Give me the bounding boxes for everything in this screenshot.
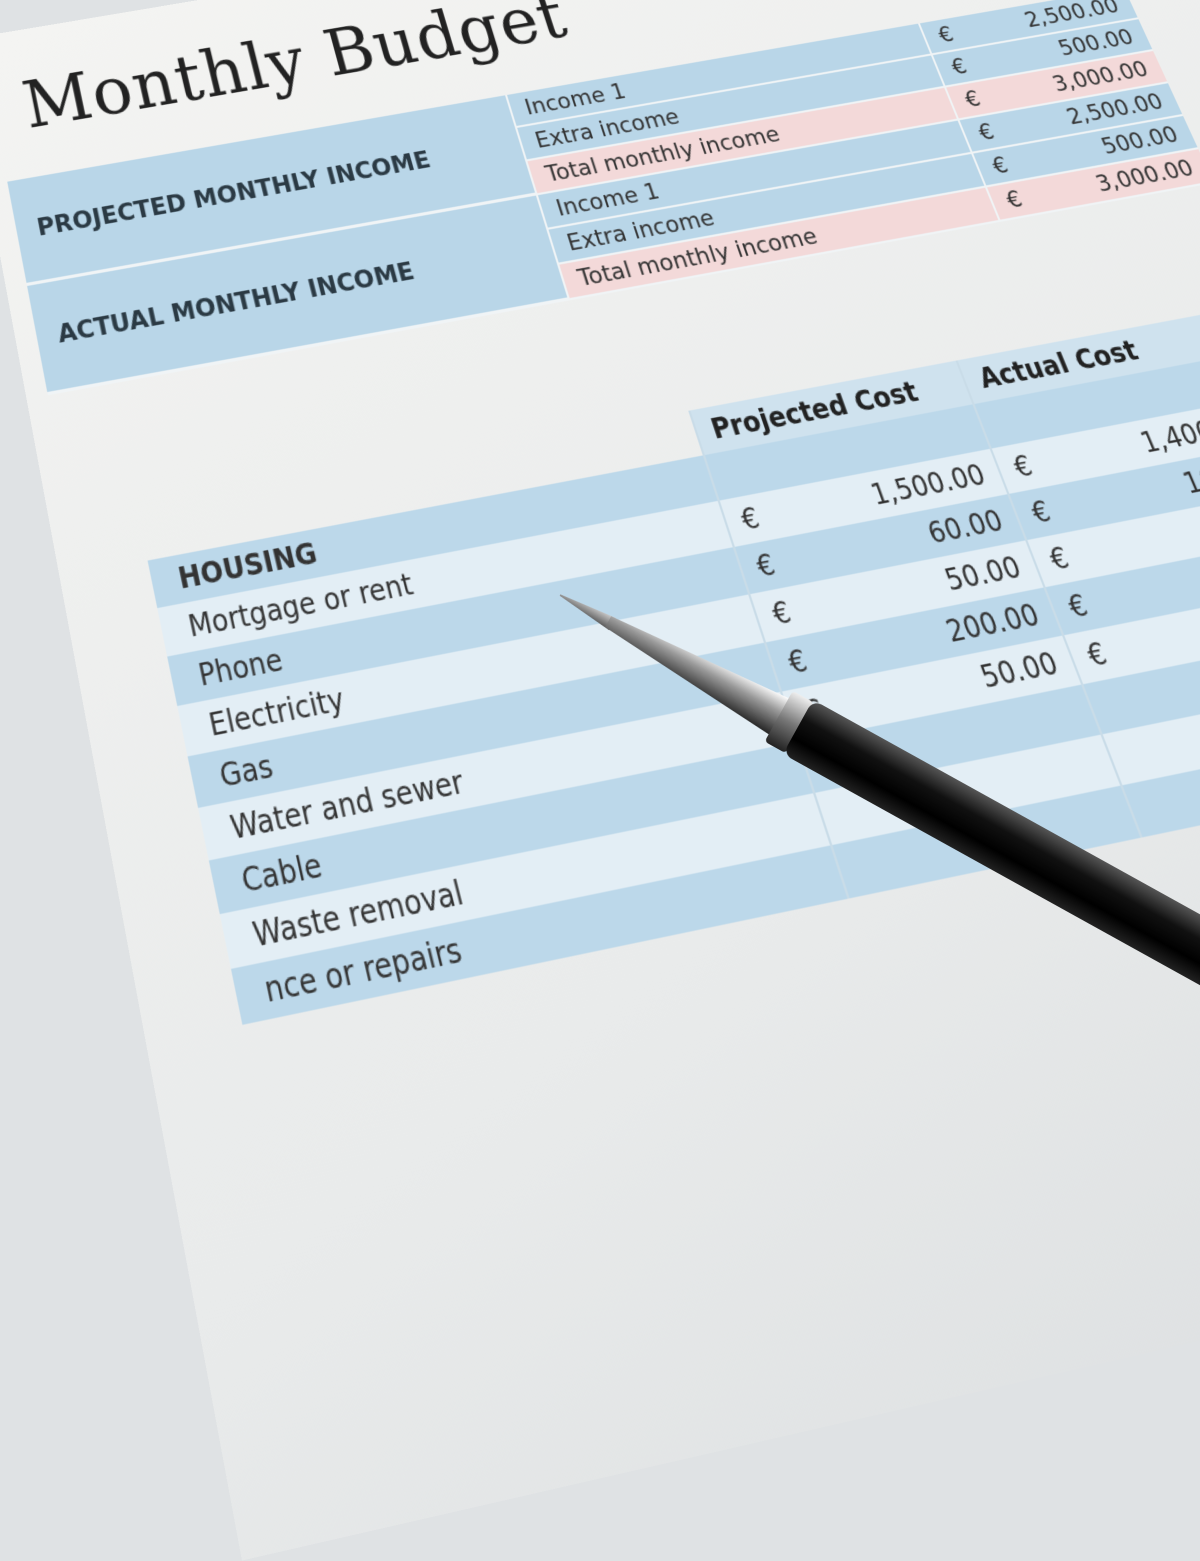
currency-symbol: € [1026,494,1056,531]
currency-symbol: € [988,152,1013,180]
currency-symbol: € [767,595,796,633]
amount-value: 50.00 [940,550,1026,598]
currency-symbol: € [783,643,812,681]
amount-value: 50.00 [975,645,1064,696]
currency-symbol: € [1008,449,1038,485]
currency-symbol: € [974,118,999,146]
currency-symbol: € [1044,541,1074,578]
currency-symbol: € [960,86,985,113]
currency-symbol: € [752,547,780,585]
currency-symbol: € [1082,636,1113,674]
currency-symbol: € [1002,185,1027,214]
currency-symbol: € [1063,588,1093,625]
amount-value: 60.00 [923,503,1008,551]
currency-symbol: € [934,21,958,48]
currency-symbol: € [947,53,971,80]
currency-symbol: € [736,501,764,537]
